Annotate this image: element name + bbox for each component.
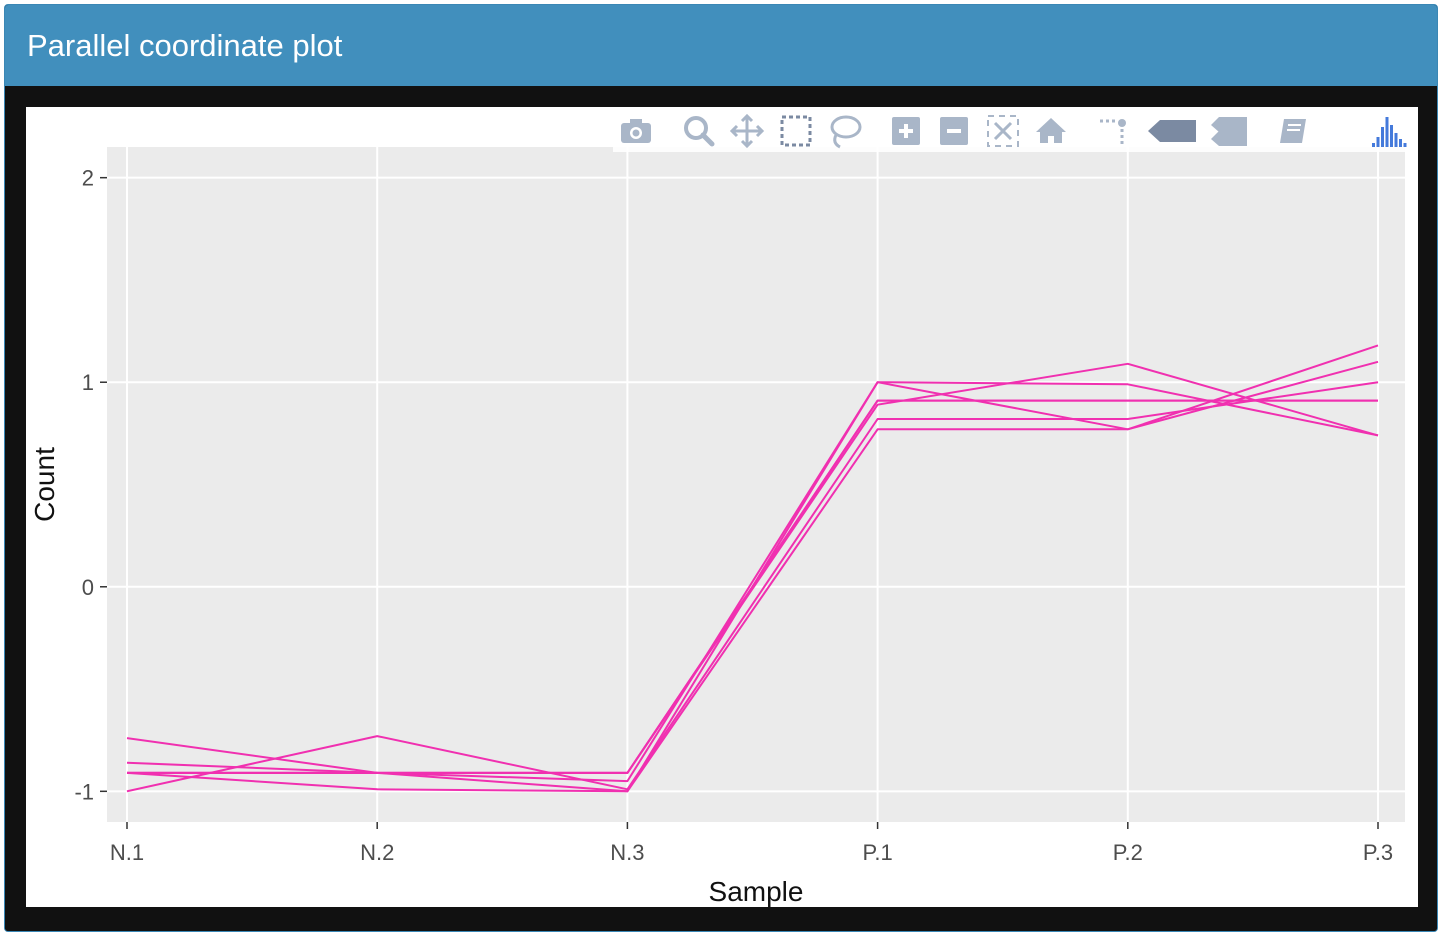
series-line-5[interactable] xyxy=(126,381,1379,793)
plot-panel: Parallel coordinate plot -1 0 1 2 N.1 N.2 N.3 P… xyxy=(4,4,1438,932)
pan-icon[interactable] xyxy=(727,111,767,151)
logo-bar xyxy=(1381,127,1384,147)
loop xyxy=(830,115,862,139)
autoscale-icon[interactable] xyxy=(983,111,1023,151)
plot-background xyxy=(107,147,1405,822)
x-tick-label: N.2 xyxy=(360,840,394,865)
logo-bar xyxy=(1376,137,1380,147)
logo-bar xyxy=(1403,143,1407,147)
panel-title: Parallel coordinate plot xyxy=(5,5,1437,86)
x-tick-label: P.1 xyxy=(863,840,893,865)
x-tick-label: P.3 xyxy=(1363,840,1393,865)
series-line-6[interactable] xyxy=(126,381,1379,793)
plot-container: -1 0 1 2 N.1 N.2 N.3 P.1 P.2 P.3 Sample Count xyxy=(26,107,1418,907)
pages xyxy=(1287,124,1301,131)
camera-icon[interactable] xyxy=(616,111,656,151)
zoom-out-icon[interactable] xyxy=(934,111,974,151)
y-tick-label: -1 xyxy=(74,779,94,804)
y-tick-label: 1 xyxy=(82,370,94,395)
tag-top xyxy=(1211,117,1247,132)
edit-chart-icon[interactable] xyxy=(1274,111,1314,151)
hover-closest-icon[interactable] xyxy=(1148,111,1196,151)
logo-bar xyxy=(1372,143,1375,147)
house xyxy=(1036,118,1066,143)
modebar-hit-area[interactable] xyxy=(1094,111,1134,151)
box xyxy=(987,115,1019,147)
spike-lines-icon[interactable] xyxy=(1094,111,1134,151)
logo-bar xyxy=(1385,117,1389,147)
x-tick-label: N.1 xyxy=(110,840,144,865)
camera-lens-inner xyxy=(632,129,640,137)
y-axis-title: Count xyxy=(29,447,60,522)
tail xyxy=(833,134,841,149)
spike xyxy=(1100,119,1124,145)
x-axis-title: Sample xyxy=(709,876,804,907)
plus xyxy=(899,124,913,138)
zoom-in-icon[interactable] xyxy=(886,111,926,151)
camera-top xyxy=(630,119,642,125)
series-line-3[interactable] xyxy=(126,360,1379,783)
lasso-select-icon[interactable] xyxy=(824,111,864,151)
logo-bar xyxy=(1399,139,1402,147)
cross xyxy=(993,121,1013,141)
y-tick-label: 0 xyxy=(82,575,94,600)
logo-bar xyxy=(1394,133,1398,147)
logo-bar xyxy=(1390,125,1393,147)
series-line-7[interactable] xyxy=(127,362,1379,774)
lens xyxy=(684,116,708,140)
reset-axes-icon[interactable] xyxy=(1031,111,1071,151)
modebar xyxy=(613,107,1418,152)
parallel-coordinate-chart[interactable]: -1 0 1 2 N.1 N.2 N.3 P.1 P.2 P.3 Sample Count xyxy=(26,107,1418,907)
plotly-logo-icon[interactable] xyxy=(1368,111,1408,151)
y-tick-label: 2 xyxy=(82,166,94,191)
x-tick-label: N.3 xyxy=(610,840,644,865)
tag-bottom xyxy=(1211,131,1247,146)
panel-body: -1 0 1 2 N.1 N.2 N.3 P.1 P.2 P.3 Sample Count xyxy=(5,86,1437,931)
tag xyxy=(1148,120,1196,142)
box-select-icon[interactable] xyxy=(776,111,816,151)
arrows xyxy=(729,113,765,149)
hover-compare-icon[interactable] xyxy=(1209,111,1249,151)
series-line-4[interactable] xyxy=(126,344,1379,793)
x-tick-label: P.2 xyxy=(1113,840,1143,865)
handle xyxy=(700,132,715,147)
dot xyxy=(1118,119,1126,127)
box xyxy=(780,115,812,147)
zoom-icon[interactable] xyxy=(679,111,719,151)
